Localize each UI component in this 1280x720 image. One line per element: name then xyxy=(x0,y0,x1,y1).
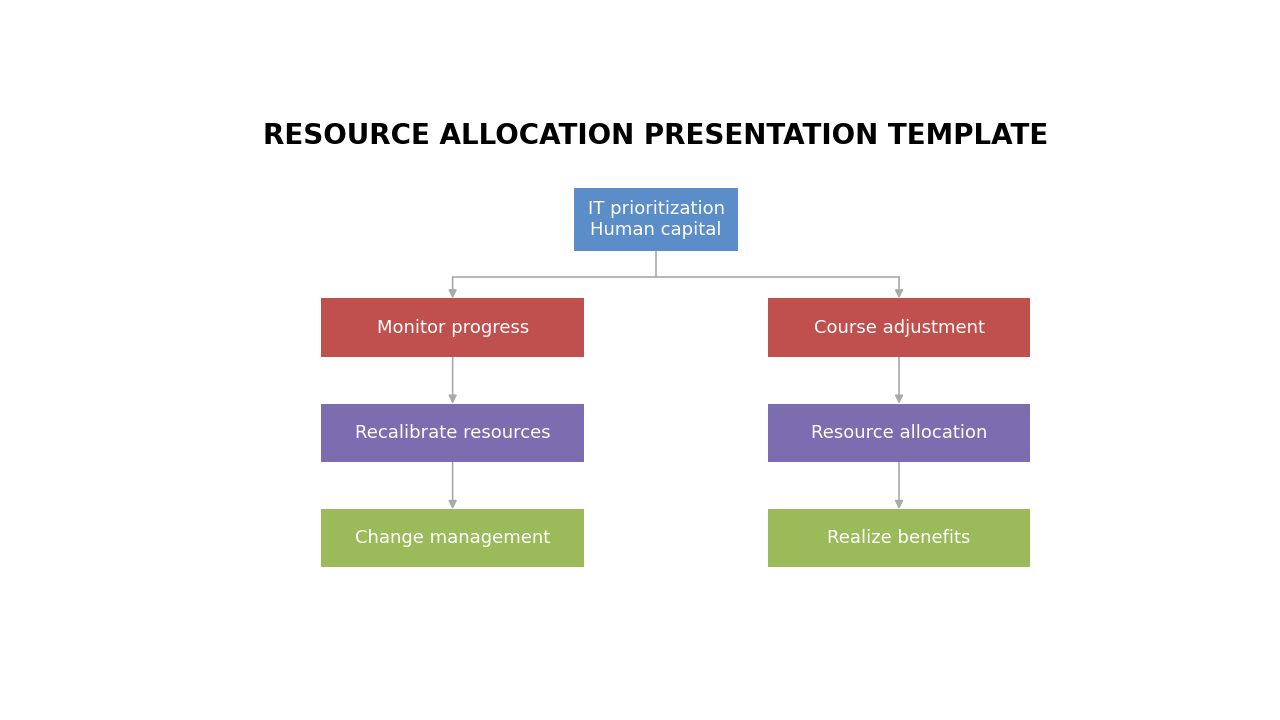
FancyBboxPatch shape xyxy=(768,509,1030,567)
FancyBboxPatch shape xyxy=(768,404,1030,462)
FancyBboxPatch shape xyxy=(321,404,584,462)
Text: IT prioritization
Human capital: IT prioritization Human capital xyxy=(588,200,724,239)
FancyBboxPatch shape xyxy=(321,299,584,356)
Text: Recalibrate resources: Recalibrate resources xyxy=(355,424,550,442)
Text: RESOURCE ALLOCATION PRESENTATION TEMPLATE: RESOURCE ALLOCATION PRESENTATION TEMPLAT… xyxy=(264,122,1048,150)
Text: Change management: Change management xyxy=(355,529,550,547)
Text: Resource allocation: Resource allocation xyxy=(810,424,987,442)
Text: Monitor progress: Monitor progress xyxy=(376,318,529,336)
Text: Course adjustment: Course adjustment xyxy=(814,318,984,336)
FancyBboxPatch shape xyxy=(321,509,584,567)
FancyBboxPatch shape xyxy=(768,299,1030,356)
FancyBboxPatch shape xyxy=(575,188,737,251)
Text: Realize benefits: Realize benefits xyxy=(827,529,970,547)
